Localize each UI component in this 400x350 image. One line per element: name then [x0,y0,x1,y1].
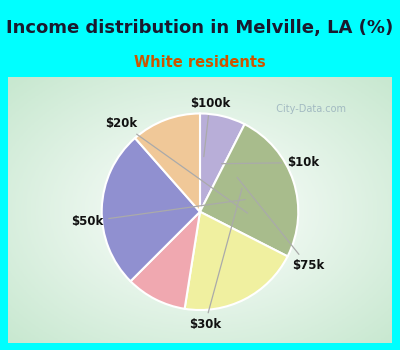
Wedge shape [200,113,245,212]
Text: $30k: $30k [189,188,242,331]
Wedge shape [135,113,200,212]
Text: City-Data.com: City-Data.com [270,104,346,114]
Wedge shape [200,124,298,256]
Wedge shape [185,212,288,310]
Wedge shape [102,138,200,281]
Text: $10k: $10k [222,156,319,169]
Text: $20k: $20k [105,117,248,213]
Text: Income distribution in Melville, LA (%): Income distribution in Melville, LA (%) [6,19,394,37]
Text: $50k: $50k [71,199,245,228]
Text: $100k: $100k [190,97,230,156]
Text: White residents: White residents [134,55,266,70]
Text: $75k: $75k [237,177,324,272]
Wedge shape [130,212,200,309]
